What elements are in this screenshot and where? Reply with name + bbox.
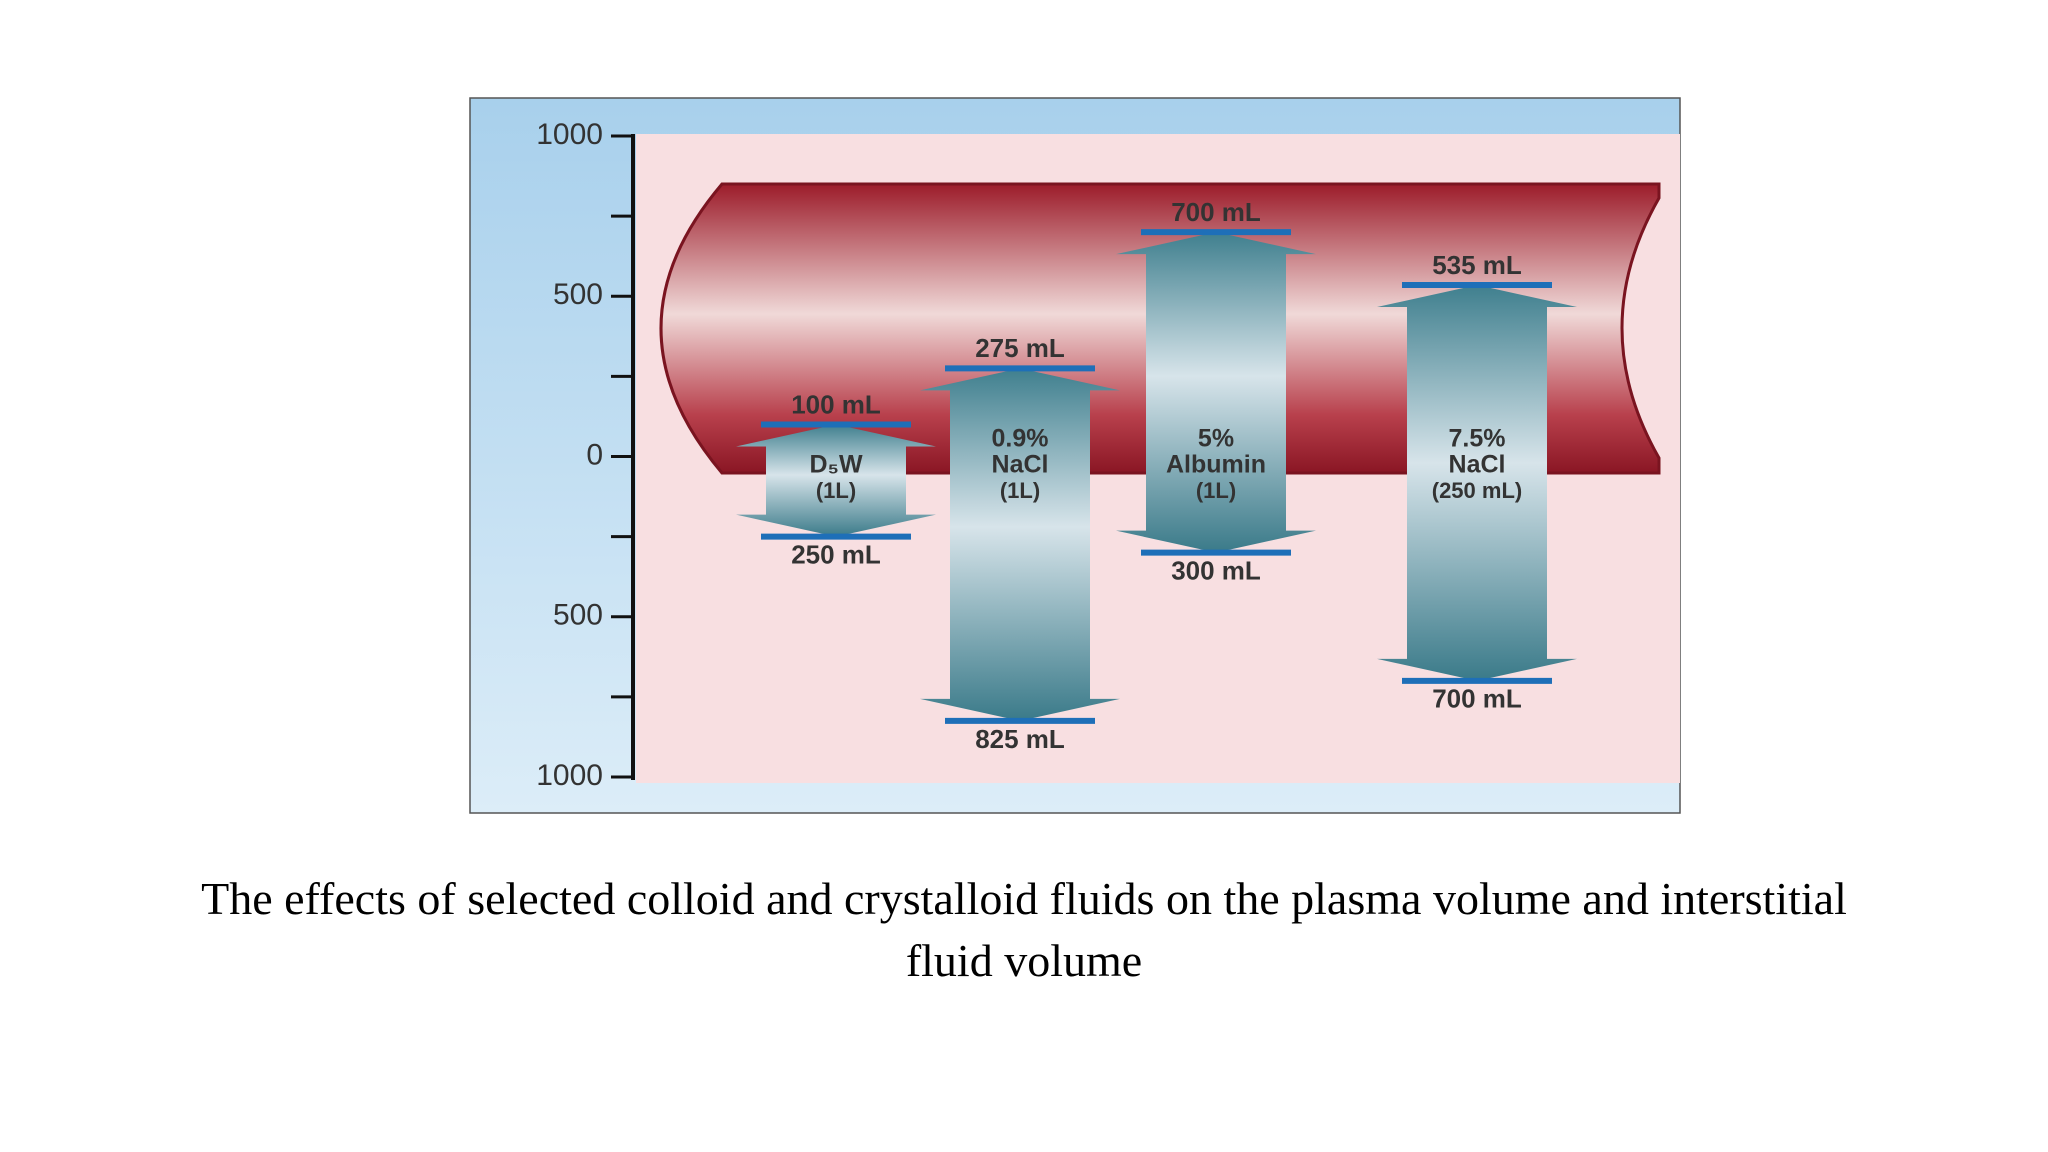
- value-label: 535 mL: [1432, 250, 1522, 280]
- value-label: 300 mL: [1171, 556, 1261, 586]
- category-label: D₅W: [809, 451, 863, 479]
- category-label: (1L): [816, 478, 856, 503]
- volume-arrow: [736, 424, 936, 537]
- value-label: 700 mL: [1171, 197, 1261, 227]
- category-label: NaCl: [1449, 451, 1506, 479]
- y-tick-label: 1000: [536, 759, 603, 792]
- volume-arrow: [920, 368, 1120, 721]
- value-label: 275 mL: [975, 333, 1065, 363]
- value-label: 700 mL: [1432, 684, 1522, 714]
- category-label: (250 mL): [1432, 478, 1522, 503]
- category-label: (1L): [1196, 478, 1236, 503]
- y-tick-label: 1000: [536, 118, 603, 151]
- category-label: 5%: [1198, 425, 1234, 453]
- y-tick-label: 500: [553, 278, 603, 311]
- category-label: (1L): [1000, 478, 1040, 503]
- volume-arrow: [1377, 285, 1577, 681]
- value-label: 825 mL: [975, 724, 1065, 754]
- y-tick-label: 500: [553, 599, 603, 632]
- caption: The effects of selected colloid and crys…: [201, 873, 1847, 986]
- y-tick-label: 0: [586, 438, 603, 471]
- category-label: Albumin: [1166, 451, 1266, 479]
- category-label: 0.9%: [992, 425, 1049, 453]
- category-label: 7.5%: [1449, 425, 1506, 453]
- category-label: NaCl: [992, 451, 1049, 479]
- value-label: 100 mL: [791, 389, 881, 419]
- volume-arrow: [1116, 232, 1316, 553]
- value-label: 250 mL: [791, 540, 881, 570]
